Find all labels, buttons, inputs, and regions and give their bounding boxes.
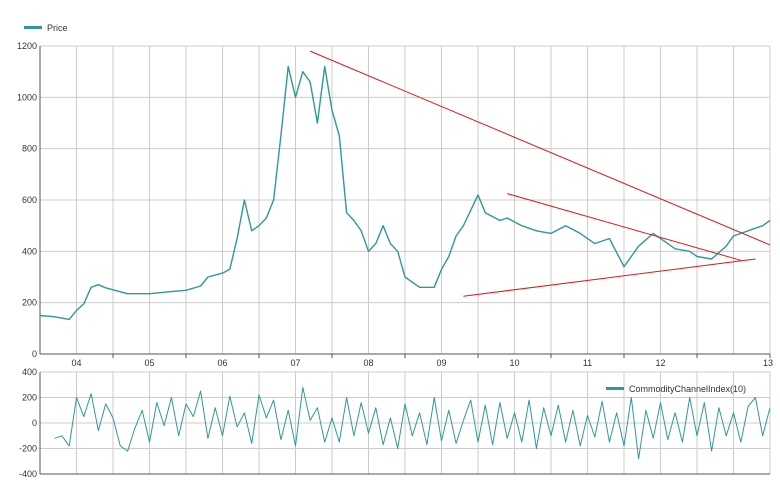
price-x-axis: 04 05 06 07 08 09 10 11 12 13	[71, 354, 773, 368]
cci-y-tick-label: 400	[22, 367, 37, 377]
price-y-tick-label: 0	[32, 349, 37, 359]
price-legend-label: Price	[47, 23, 68, 33]
price-y-tick-label: 200	[22, 298, 37, 308]
price-x-tick-label: 10	[509, 358, 519, 368]
trendlines	[309, 50, 771, 297]
trendline-inner-upper	[507, 193, 741, 261]
price-legend-swatch	[24, 26, 42, 29]
price-y-tick-label: 800	[22, 144, 37, 154]
trendline-upper	[309, 50, 771, 246]
price-series-line	[39, 65, 771, 321]
price-x-tick-label: 05	[144, 358, 154, 368]
price-x-tick-label: 07	[290, 358, 300, 368]
cci-grid	[39, 371, 771, 475]
price-y-tick-label: 1000	[17, 92, 37, 102]
price-x-tick-label: 11	[583, 358, 592, 368]
price-y-tick-label: 600	[22, 195, 37, 205]
price-series	[39, 65, 771, 321]
price-grid	[39, 45, 771, 355]
price-x-tick-label: 04	[71, 358, 81, 368]
cci-series-line	[54, 386, 771, 460]
cci-legend-swatch	[606, 387, 624, 390]
price-x-tick-label: 12	[655, 358, 665, 368]
price-legend: Price	[24, 23, 68, 33]
cci-y-tick-label: -200	[19, 444, 37, 454]
price-y-tick-label: 400	[22, 246, 37, 256]
cci-legend: CommodityChannelIndex(10)	[606, 384, 746, 394]
cci-series	[54, 386, 771, 460]
cci-y-tick-label: 200	[22, 393, 37, 403]
cci-legend-label: CommodityChannelIndex(10)	[629, 384, 746, 394]
price-y-axis: 0 200 400 600 800 1000 1200	[17, 41, 37, 359]
price-x-tick-label: 09	[436, 358, 446, 368]
cci-y-axis: 400 200 0 -200 -400	[19, 367, 37, 479]
price-x-tick-label: 13	[763, 358, 773, 368]
price-y-tick-label: 1200	[17, 41, 37, 51]
cci-y-tick-label: 0	[32, 418, 37, 428]
price-x-tick-label: 06	[217, 358, 227, 368]
cci-y-tick-label: -400	[19, 469, 37, 479]
trendline-lower	[463, 258, 756, 297]
price-x-tick-label: 08	[363, 358, 373, 368]
